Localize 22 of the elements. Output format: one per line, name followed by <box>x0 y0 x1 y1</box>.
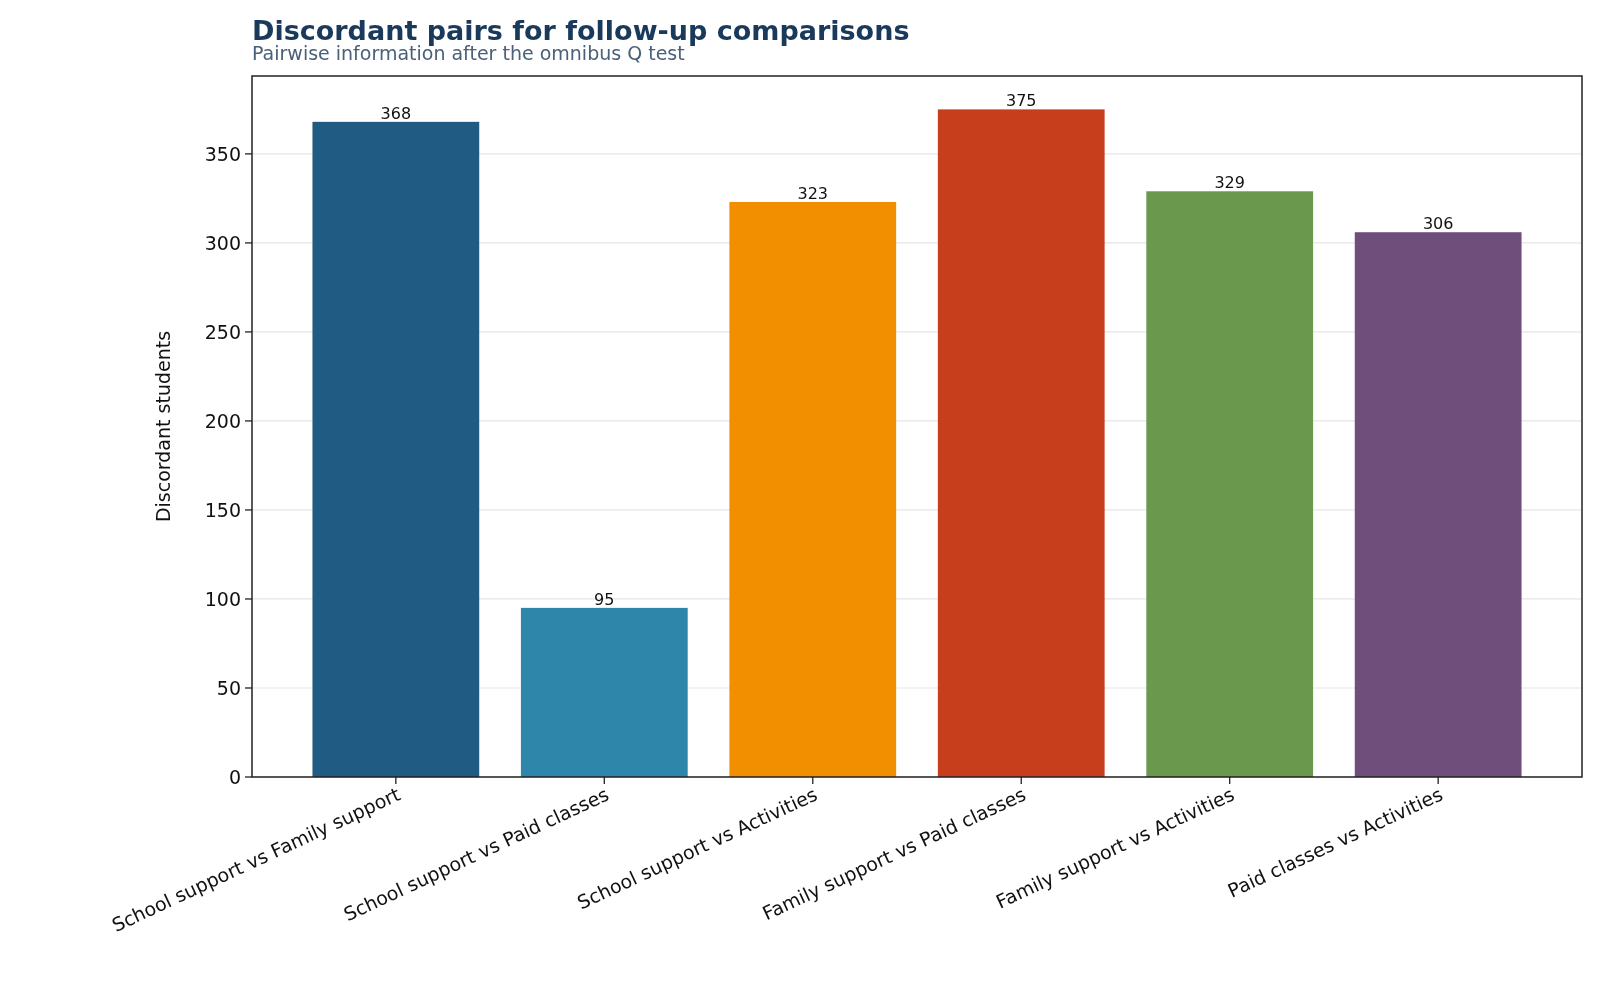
chart-title: Discordant pairs for follow-up comparisons <box>252 15 910 46</box>
y-axis-title: Discordant students <box>152 330 174 523</box>
y-tick-label: 0 <box>228 765 241 788</box>
y-tick-label: 100 <box>204 587 241 610</box>
bar <box>729 201 897 777</box>
y-tick-label: 200 <box>204 409 241 432</box>
y-tick-label: 50 <box>216 676 241 699</box>
y-tick-label: 350 <box>204 142 241 165</box>
data-label: 323 <box>797 183 829 203</box>
data-label: 306 <box>1422 214 1454 234</box>
bar <box>312 121 480 777</box>
data-label: 95 <box>594 589 615 609</box>
bar <box>937 109 1105 777</box>
bar <box>1146 191 1314 777</box>
data-label: 368 <box>380 103 412 123</box>
bar <box>520 607 688 777</box>
bar <box>1354 232 1522 777</box>
y-tick-label: 150 <box>204 498 241 521</box>
y-tick-label: 300 <box>204 231 241 254</box>
data-label: 375 <box>1005 91 1037 111</box>
y-tick-label: 250 <box>204 320 241 343</box>
data-label: 329 <box>1214 173 1245 193</box>
